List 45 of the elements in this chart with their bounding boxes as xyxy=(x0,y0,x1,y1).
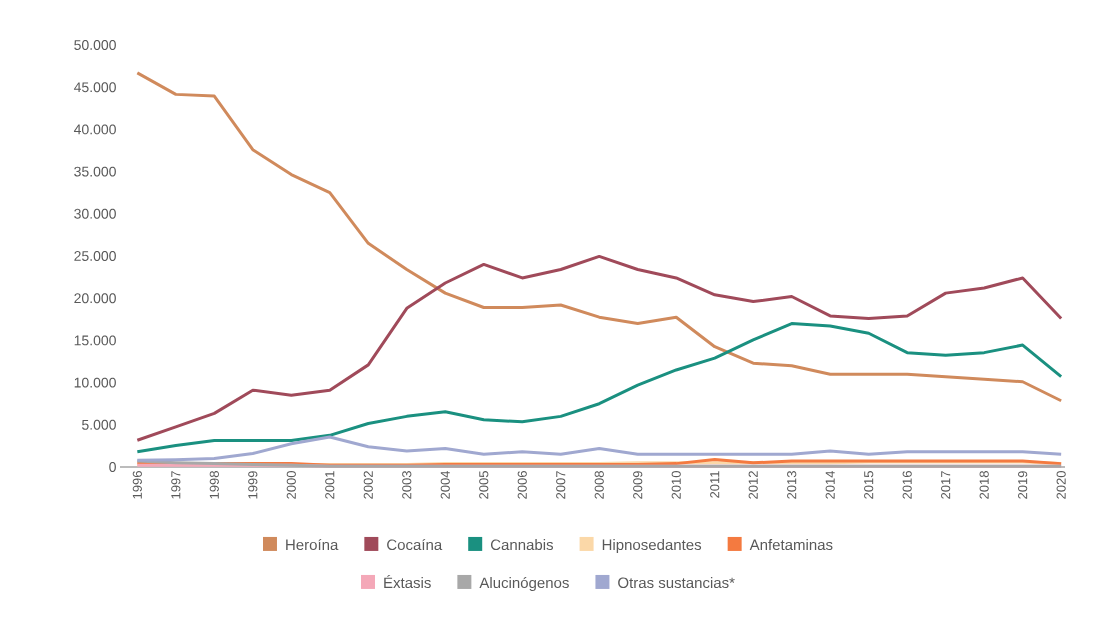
legend-label: Heroína xyxy=(286,538,339,551)
legend-label: Anfetaminas xyxy=(749,539,833,551)
y-tick-label: 50.000 xyxy=(74,40,116,50)
legend-label: Alucinógenos xyxy=(479,576,569,592)
legend-label: Cannabis xyxy=(490,539,554,551)
x-tick-label: 2010 xyxy=(671,471,681,499)
x-tick-label: 2004 xyxy=(440,470,450,499)
x-tick-label: 2013 xyxy=(787,471,797,499)
y-tick-label: 5.000 xyxy=(82,419,116,430)
line-series xyxy=(135,254,1063,442)
x-tick-label: 2017 xyxy=(941,471,951,499)
x-tick-label: 2015 xyxy=(864,471,874,499)
x-tick-label: 2000 xyxy=(286,471,296,499)
legend-label: Éxtasis xyxy=(384,574,431,589)
x-tick-label: 2012 xyxy=(748,471,758,499)
legend-label: Cocaína xyxy=(387,538,443,551)
x-tick-label: 2020 xyxy=(1056,471,1066,499)
y-tick-label: 20.000 xyxy=(74,293,116,304)
x-tick-label: 2014 xyxy=(825,470,835,499)
y-tick-label: 30.000 xyxy=(74,208,116,219)
x-tick-label: 1998 xyxy=(209,471,219,499)
x-tick-label: 2003 xyxy=(402,471,412,499)
x-tick-label: 2002 xyxy=(363,471,373,499)
x-tick-label: 2008 xyxy=(594,471,604,499)
legend-label: Otras sustancias* xyxy=(618,577,735,589)
x-tick-label: 1996 xyxy=(132,471,142,499)
y-tick-label: 15.000 xyxy=(74,335,116,346)
y-tick-label: 25.000 xyxy=(74,251,116,261)
x-tick-label: 2007 xyxy=(556,471,566,499)
y-tick-label: 40.000 xyxy=(73,124,116,135)
legend-label: Hipnosedantes xyxy=(602,539,702,554)
x-tick-label: 2019 xyxy=(1018,471,1028,499)
x-tick-label: 2018 xyxy=(979,471,989,499)
y-tick-label: 0 xyxy=(109,462,116,472)
x-tick-label: 2006 xyxy=(517,471,527,499)
y-tick-label: 45.000 xyxy=(73,82,116,93)
x-tick-label: 1999 xyxy=(248,471,258,499)
x-tick-label: 2011 xyxy=(710,471,720,498)
y-tick-label: 10.000 xyxy=(74,377,116,388)
x-tick-label: 2001 xyxy=(325,471,335,499)
x-tick-label: 2005 xyxy=(479,471,489,499)
y-tick-label: 35.000 xyxy=(74,166,116,177)
x-tick-label: 2009 xyxy=(633,471,643,499)
x-tick-label: 2016 xyxy=(902,471,912,499)
x-tick-label: 1997 xyxy=(171,471,181,499)
